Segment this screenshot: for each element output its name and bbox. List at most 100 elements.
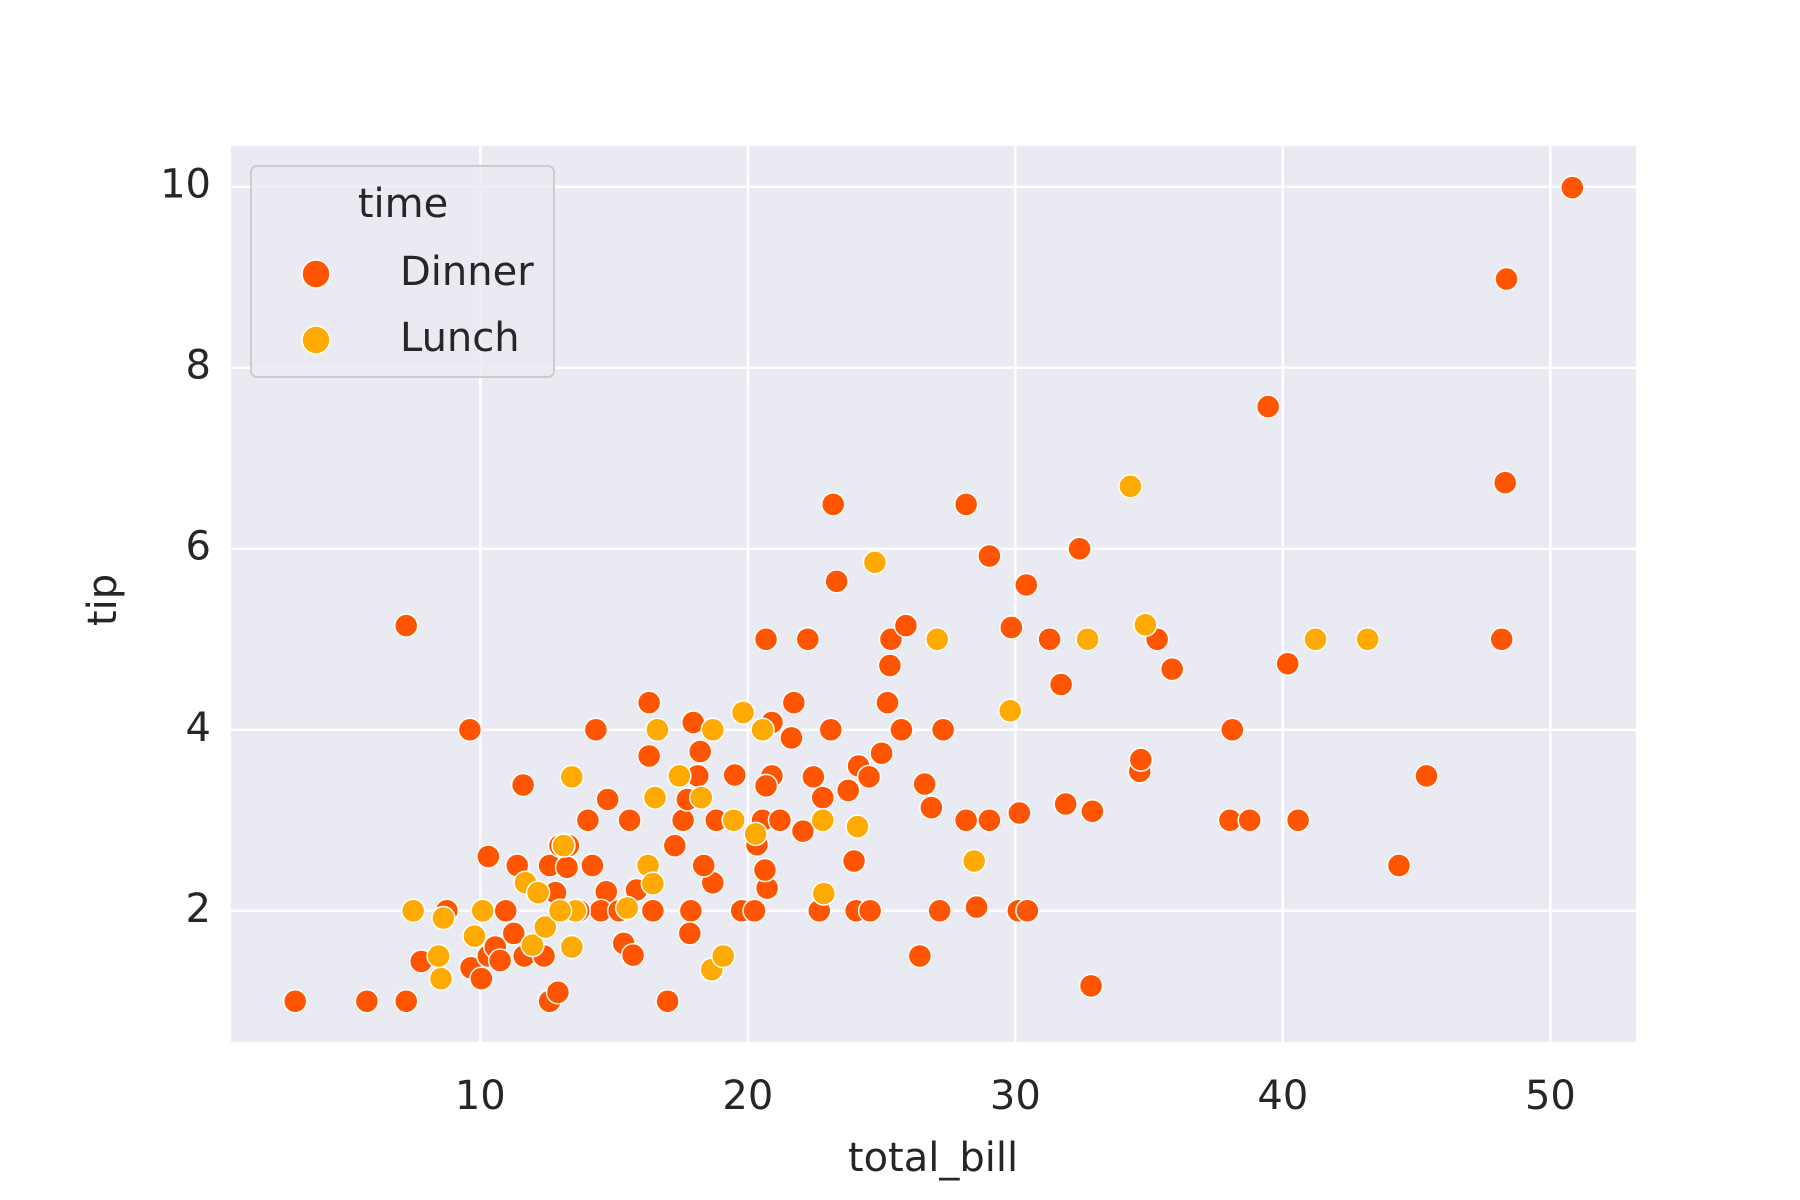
point bbox=[820, 492, 846, 517]
legend-box bbox=[250, 165, 555, 378]
point bbox=[811, 881, 837, 906]
point bbox=[1015, 898, 1040, 924]
point bbox=[640, 871, 666, 896]
x-tick-label: 40 bbox=[1257, 1073, 1308, 1119]
point bbox=[559, 764, 585, 790]
point bbox=[1053, 791, 1078, 817]
point bbox=[857, 898, 883, 924]
point bbox=[824, 569, 849, 594]
point bbox=[620, 942, 646, 968]
point bbox=[640, 898, 666, 924]
point bbox=[595, 787, 620, 812]
point bbox=[1237, 808, 1262, 833]
legend: time Dinner Lunch bbox=[250, 165, 555, 378]
point bbox=[687, 739, 713, 764]
x-tick-label: 20 bbox=[722, 1073, 773, 1119]
point bbox=[559, 934, 585, 960]
point bbox=[677, 921, 703, 946]
point bbox=[964, 894, 989, 920]
legend-label: Lunch bbox=[400, 315, 520, 361]
point bbox=[575, 808, 601, 833]
point bbox=[924, 627, 950, 652]
point bbox=[753, 627, 779, 652]
point bbox=[743, 821, 768, 847]
point bbox=[919, 795, 944, 820]
point bbox=[662, 833, 688, 858]
point bbox=[533, 914, 558, 940]
point bbox=[1386, 853, 1412, 878]
point bbox=[856, 764, 882, 790]
point bbox=[1355, 627, 1380, 652]
points bbox=[282, 175, 1585, 1014]
point bbox=[795, 627, 821, 652]
point bbox=[1159, 656, 1185, 682]
point bbox=[1128, 747, 1154, 772]
point bbox=[691, 853, 716, 878]
point bbox=[750, 717, 775, 743]
point bbox=[977, 543, 1002, 569]
point bbox=[1037, 627, 1062, 652]
point bbox=[722, 762, 747, 788]
point bbox=[810, 808, 835, 833]
point bbox=[583, 717, 609, 743]
point bbox=[614, 895, 640, 921]
point bbox=[678, 898, 704, 924]
point bbox=[667, 763, 692, 789]
point bbox=[1275, 651, 1300, 676]
point bbox=[730, 700, 756, 725]
point bbox=[930, 717, 956, 743]
point bbox=[1075, 627, 1100, 652]
point bbox=[845, 814, 870, 839]
point bbox=[999, 615, 1024, 640]
point bbox=[1489, 627, 1514, 652]
point bbox=[457, 717, 483, 743]
point bbox=[1303, 627, 1328, 652]
point bbox=[431, 905, 456, 931]
point bbox=[462, 923, 487, 949]
point bbox=[354, 989, 380, 1014]
point bbox=[554, 855, 580, 880]
point bbox=[642, 785, 668, 810]
point bbox=[1048, 672, 1074, 697]
point bbox=[875, 690, 900, 715]
point bbox=[493, 898, 518, 924]
point bbox=[580, 853, 605, 878]
y-tick-label: 4 bbox=[186, 705, 211, 751]
point bbox=[1007, 800, 1032, 826]
point bbox=[1560, 175, 1585, 200]
point bbox=[1494, 266, 1519, 292]
x-tick-label: 10 bbox=[455, 1073, 506, 1119]
point bbox=[1492, 470, 1518, 495]
y-tick-label: 8 bbox=[186, 343, 211, 389]
legend-label: Dinner bbox=[400, 249, 534, 295]
y-tick-label: 2 bbox=[186, 886, 211, 932]
point bbox=[1078, 973, 1104, 999]
point bbox=[1067, 536, 1092, 561]
point bbox=[767, 808, 793, 833]
x-axis-label: total_bill bbox=[848, 1135, 1018, 1181]
point bbox=[1414, 763, 1439, 789]
point bbox=[545, 979, 571, 1005]
point bbox=[525, 880, 551, 905]
point bbox=[520, 932, 545, 958]
point bbox=[810, 785, 835, 810]
point bbox=[636, 690, 662, 715]
x-tick-label: 30 bbox=[990, 1073, 1041, 1119]
y-axis-label: tip bbox=[80, 574, 126, 626]
point bbox=[501, 921, 527, 946]
point bbox=[645, 717, 670, 743]
point bbox=[961, 848, 987, 874]
point bbox=[393, 989, 419, 1014]
point bbox=[670, 808, 696, 833]
point bbox=[636, 743, 662, 769]
point bbox=[700, 717, 726, 743]
point bbox=[835, 778, 861, 803]
point bbox=[779, 725, 804, 751]
point bbox=[655, 989, 680, 1014]
point bbox=[510, 772, 536, 798]
point bbox=[547, 898, 573, 924]
legend-marker bbox=[301, 325, 331, 355]
point bbox=[781, 690, 807, 715]
point bbox=[282, 989, 308, 1014]
legend-title: time bbox=[358, 181, 448, 227]
